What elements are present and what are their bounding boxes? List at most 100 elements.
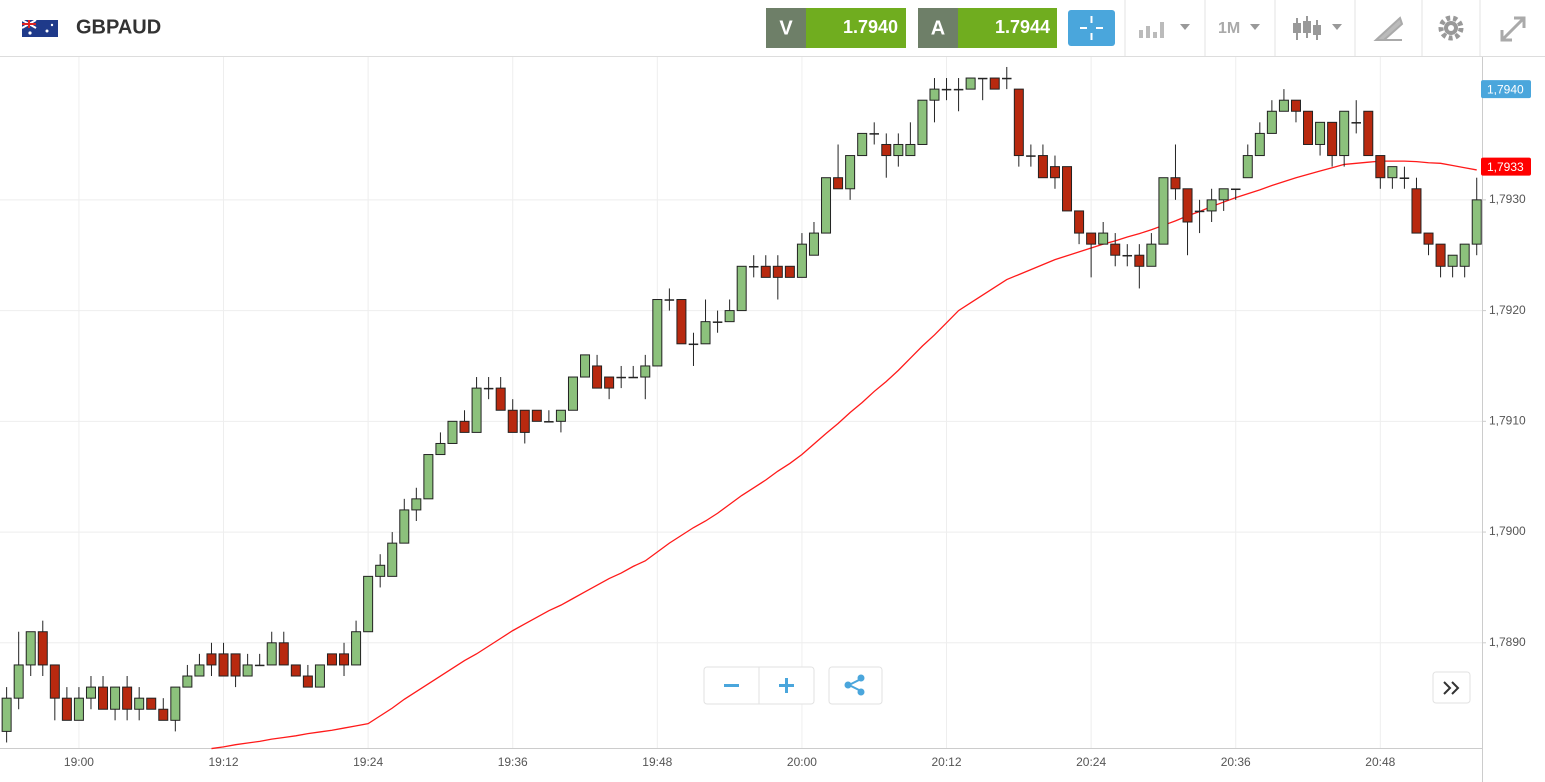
candle-body: [1375, 155, 1386, 179]
instrument: GBPAUD: [76, 16, 161, 38]
candle-body: [953, 88, 964, 91]
candle-body: [893, 143, 904, 157]
candle-body: [1447, 254, 1458, 267]
x-tick-label: 20:48: [1365, 755, 1395, 769]
share-button[interactable]: [828, 666, 883, 705]
candle-body: [1026, 155, 1036, 157]
x-tick-label: 20:24: [1076, 755, 1106, 769]
candle-body: [1327, 121, 1338, 157]
candle-body: [375, 564, 386, 577]
buy-price: 1.7944: [995, 17, 1050, 37]
candle-body: [206, 653, 217, 666]
candle-body: [170, 686, 181, 721]
candle-body: [821, 177, 832, 234]
candle-body: [302, 675, 313, 688]
candle-body: [917, 99, 928, 145]
candle-body: [194, 664, 205, 677]
moving-average-line: [211, 160, 1477, 750]
x-tick-label: 19:12: [209, 755, 239, 769]
x-tick-label: 19:36: [498, 755, 528, 769]
candle-body: [1399, 177, 1410, 179]
candle-body: [218, 653, 229, 677]
timeframe-button[interactable]: 1M: [1218, 20, 1260, 37]
sell-button[interactable]: V 1.7940: [766, 8, 906, 48]
candle-body: [98, 686, 109, 710]
candle-body: [110, 686, 121, 710]
candle-body: [1471, 199, 1482, 245]
candle-body: [230, 653, 241, 677]
candle-body: [266, 642, 277, 666]
y-tick-label: 1,7900: [1489, 524, 1526, 538]
candle-body: [1194, 210, 1205, 213]
settings-button[interactable]: [1438, 15, 1464, 41]
candle-body: [1290, 99, 1301, 112]
candle-body: [314, 664, 325, 688]
candle-body: [387, 542, 398, 577]
candle-body: [652, 299, 663, 367]
zoom-in[interactable]: [779, 678, 794, 693]
candle-body: [965, 77, 976, 90]
candle-body: [290, 664, 301, 677]
candle-body: [640, 365, 651, 378]
candle-body: [1339, 110, 1350, 157]
candle-body: [1459, 243, 1470, 267]
candle-body: [760, 265, 771, 278]
candle-body: [628, 376, 638, 379]
candle-body: [122, 686, 133, 710]
candle-body: [1062, 166, 1073, 212]
candle-body: [411, 498, 422, 511]
candle-body: [447, 420, 458, 444]
candle-body: [435, 442, 446, 456]
candle-body: [1013, 88, 1024, 157]
candle-body: [182, 675, 193, 688]
candle-body: [688, 343, 699, 346]
candle-body: [833, 177, 844, 190]
candle-body: [977, 77, 988, 80]
x-tick-label: 19:24: [353, 755, 383, 769]
candle-body: [1002, 77, 1012, 80]
candle-body: [471, 387, 482, 433]
candle-body: [339, 653, 350, 666]
chart-type-button[interactable]: [1139, 22, 1190, 38]
draw-button[interactable]: [1373, 16, 1404, 41]
header: GBPAUD V 1.7940 A 1.7944 1M: [0, 0, 1545, 57]
candle-body: [1, 697, 12, 732]
candle-body: [567, 376, 578, 411]
candle-body: [1435, 243, 1446, 267]
candle-body: [278, 642, 289, 666]
candle-body: [724, 310, 735, 323]
candle-body: [1110, 243, 1121, 256]
candle-body: [1278, 99, 1289, 112]
separators: [1124, 0, 1481, 56]
candle-body: [25, 631, 36, 666]
candle-body: [748, 266, 759, 268]
buy-button[interactable]: A 1.7944: [918, 8, 1057, 48]
candle-body: [242, 664, 253, 677]
candle-body: [592, 365, 603, 389]
candle-body: [1230, 188, 1241, 191]
zoom-controls: [703, 666, 1471, 705]
timeframe: 1M: [1218, 20, 1240, 37]
candle-body: [700, 321, 711, 345]
candle-body: [1242, 155, 1253, 179]
candle-style-button[interactable]: [1293, 16, 1342, 40]
candle-body: [1170, 177, 1181, 190]
scroll-end-button[interactable]: [1432, 671, 1471, 704]
candle-body: [1086, 232, 1097, 245]
candle-body: [146, 697, 157, 710]
candle-body: [857, 132, 868, 157]
candle-body: [1134, 254, 1145, 267]
fullscreen-button[interactable]: [1500, 16, 1526, 42]
candle-body: [61, 697, 72, 721]
candle-body: [772, 265, 783, 278]
candle-body: [1254, 132, 1265, 157]
candle-body: [37, 631, 48, 666]
x-tick-label: 20:00: [787, 755, 817, 769]
candle-body: [423, 454, 434, 500]
candle-body: [1387, 166, 1398, 179]
candle-body: [664, 299, 675, 301]
x-tick-label: 20:36: [1221, 755, 1251, 769]
crosshair-button[interactable]: [1068, 10, 1115, 46]
